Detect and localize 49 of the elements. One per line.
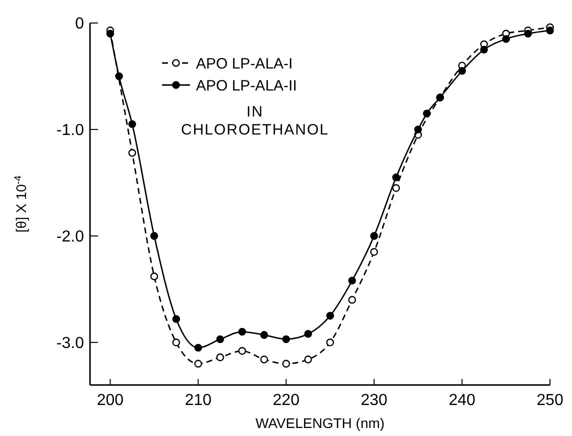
point bbox=[480, 46, 488, 54]
legend-label: APO LP-ALA-I bbox=[196, 55, 293, 72]
x-tick-label: 240 bbox=[448, 392, 476, 409]
point bbox=[326, 338, 334, 346]
point bbox=[348, 296, 356, 304]
point bbox=[128, 148, 136, 157]
point bbox=[194, 344, 202, 352]
x-axis-title: WAVELENGTH (nm) bbox=[255, 415, 385, 431]
y-tick-label: 0 bbox=[75, 16, 84, 33]
x-tick-label: 200 bbox=[96, 392, 124, 409]
x-tick-label: 250 bbox=[536, 392, 564, 409]
point bbox=[458, 67, 466, 75]
point bbox=[115, 72, 123, 80]
y-tick-label: -1.0 bbox=[56, 122, 84, 140]
point bbox=[370, 232, 378, 240]
point bbox=[502, 35, 510, 43]
point bbox=[546, 26, 554, 34]
point bbox=[150, 232, 158, 240]
point bbox=[304, 356, 312, 364]
point bbox=[172, 315, 180, 323]
legend-label: APO LP-ALA-II bbox=[196, 77, 297, 94]
point bbox=[216, 353, 224, 362]
point bbox=[392, 184, 400, 192]
point bbox=[238, 347, 246, 355]
point bbox=[128, 120, 136, 128]
point bbox=[326, 312, 334, 320]
point bbox=[414, 126, 422, 134]
point bbox=[260, 331, 268, 339]
point bbox=[106, 30, 114, 38]
point bbox=[370, 248, 378, 256]
point bbox=[194, 360, 202, 368]
x-tick-label: 230 bbox=[360, 392, 388, 409]
y-tick-label: -2.0 bbox=[56, 228, 84, 246]
y-tick-label: -3.0 bbox=[56, 335, 84, 352]
point bbox=[216, 335, 224, 344]
point bbox=[260, 356, 268, 364]
point bbox=[150, 272, 158, 280]
annotation: IN CHLOROETHANOL bbox=[180, 103, 330, 138]
point bbox=[422, 110, 431, 118]
x-tick-label: 220 bbox=[272, 392, 300, 409]
x-tick-label: 210 bbox=[184, 392, 212, 409]
point bbox=[282, 360, 290, 368]
point bbox=[238, 328, 246, 336]
point bbox=[304, 330, 312, 338]
point bbox=[524, 30, 532, 38]
point bbox=[348, 276, 356, 285]
point bbox=[282, 335, 290, 344]
point bbox=[392, 173, 400, 182]
point bbox=[172, 338, 180, 346]
